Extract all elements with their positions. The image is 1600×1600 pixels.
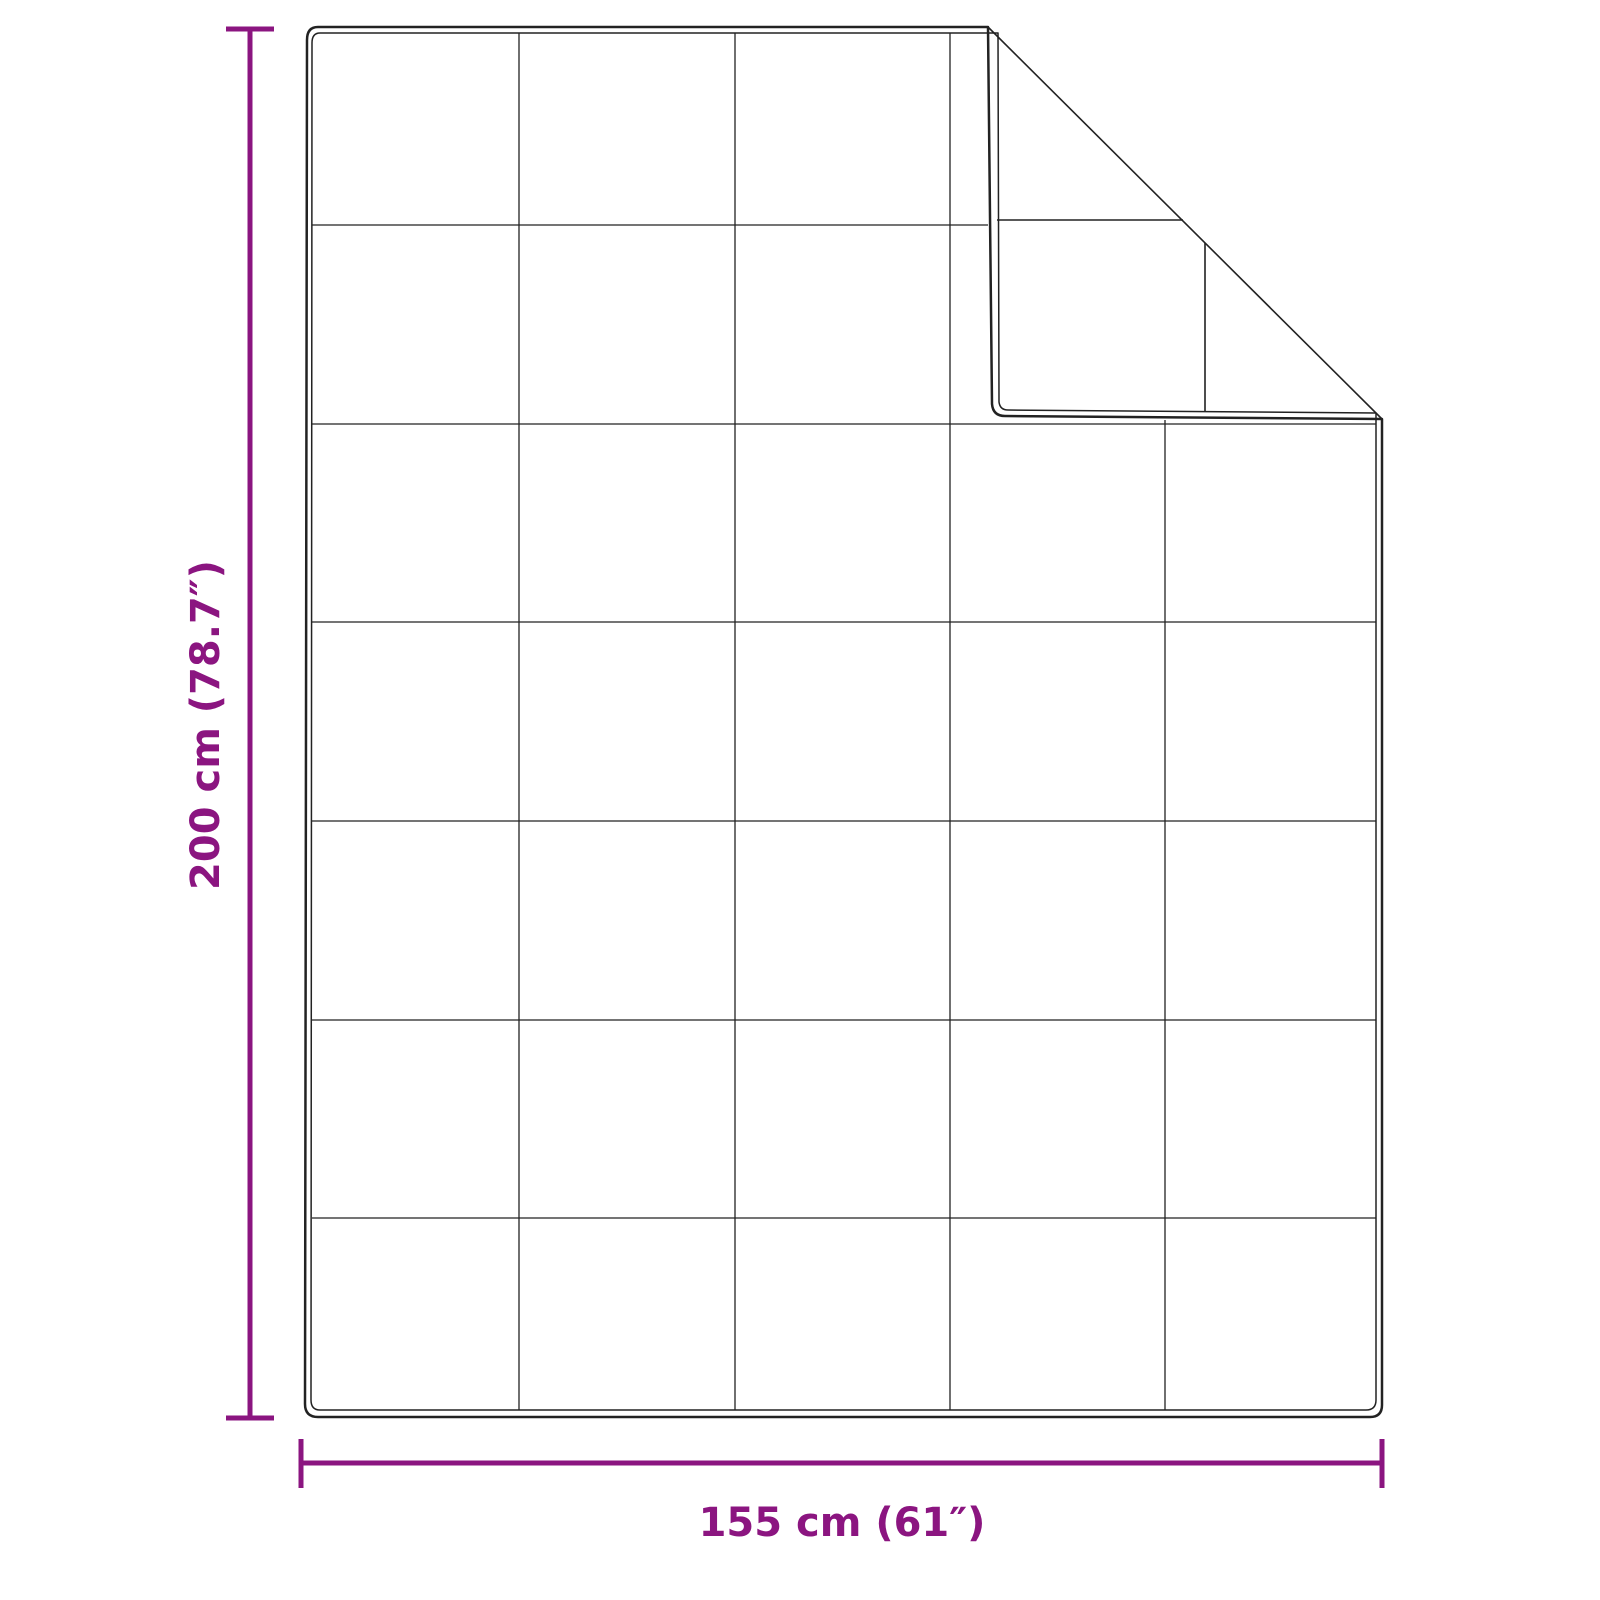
- blanket-outline-outer: [303, 25, 1384, 1419]
- height-label: 200 cm (78.7″): [183, 560, 229, 890]
- folded-corner: [987, 26, 1383, 420]
- width-label: 155 cm (61″): [699, 1500, 986, 1546]
- blanket-outline-inner: [310, 32, 1377, 1411]
- height-dimension: [226, 26, 274, 1421]
- blanket: [303, 25, 1384, 1419]
- width-dimension: [298, 1439, 1385, 1488]
- fold-diagonal: [987, 26, 1383, 420]
- quilt-stitch-grid: [312, 33, 1376, 1410]
